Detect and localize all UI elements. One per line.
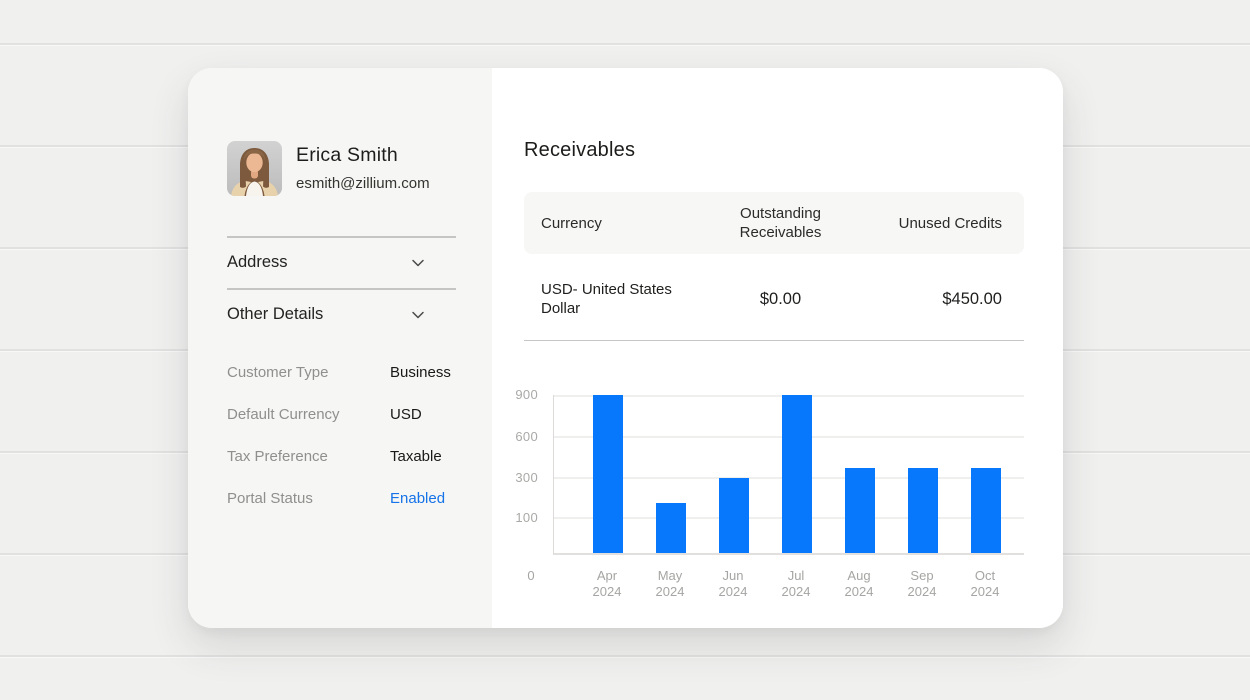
customer-profile: Erica Smith esmith@zillium.com	[227, 141, 430, 196]
detail-row-customer-type: Customer Type Business	[227, 351, 462, 393]
divider	[227, 236, 456, 238]
customer-name: Erica Smith	[296, 144, 398, 166]
chevron-down-icon	[410, 307, 426, 328]
section-address[interactable]: Address	[227, 237, 456, 288]
section-other-details[interactable]: Other Details	[227, 289, 456, 340]
customer-email: esmith@zillium.com	[296, 175, 430, 192]
detail-row-tax-preference: Tax Preference Taxable	[227, 435, 462, 477]
chart-origin-label: 0	[527, 568, 535, 583]
chart-bar-may-2024	[656, 502, 686, 553]
receivables-panel: Receivables Currency Outstanding Receiva…	[492, 68, 1063, 628]
column-header-outstanding: Outstanding Receivables	[739, 205, 822, 241]
x-tick-label: May 2024	[655, 568, 685, 599]
chart-x-axis-labels: Apr 2024 May 2024 Jun 2024 Jul 2024 Aug 2024 Sep 20…	[553, 568, 1023, 602]
chart-bar-jun-2024	[719, 477, 749, 553]
y-tick-label: 900	[515, 387, 538, 402]
detail-value-portal-status[interactable]: Enabled	[390, 489, 446, 507]
cell-currency: USD- United States Dollar	[541, 281, 672, 317]
x-tick-label: Sep 2024	[907, 568, 937, 599]
detail-label: Tax Preference	[227, 447, 328, 465]
chart-bar-oct-2024	[971, 467, 1001, 553]
other-details-list: Customer Type Business Default Currency …	[227, 351, 462, 519]
receivables-bar-chart	[553, 395, 1024, 555]
customer-summary-panel: Erica Smith esmith@zillium.com Address O…	[188, 68, 492, 628]
divider	[227, 288, 456, 290]
x-tick-label: Oct 2024	[970, 568, 1000, 599]
x-tick-label: Aug 2024	[844, 568, 874, 599]
y-tick-label: 100	[515, 509, 538, 525]
receivables-table-header: Currency Outstanding Receivables Unused …	[524, 192, 1024, 254]
detail-row-portal-status: Portal Status Enabled	[227, 477, 462, 519]
cell-unused-credits: $450.00	[942, 289, 1002, 308]
chart-bar-sep-2024	[908, 467, 938, 553]
detail-label: Portal Status	[227, 489, 313, 507]
detail-row-default-currency: Default Currency USD	[227, 393, 462, 435]
chart-y-axis-labels: 900 600 300 100	[498, 387, 544, 553]
detail-label: Customer Type	[227, 363, 329, 381]
y-tick-label: 600	[515, 429, 538, 445]
y-tick-label: 300	[515, 469, 538, 485]
avatar	[227, 141, 282, 196]
section-address-label: Address	[227, 253, 288, 271]
section-other-details-label: Other Details	[227, 305, 324, 323]
chart-bar-apr-2024	[593, 395, 623, 553]
chevron-down-icon	[410, 255, 426, 276]
column-header-currency: Currency	[541, 214, 602, 232]
divider	[524, 340, 1024, 341]
chart-bar-jul-2024	[782, 395, 812, 553]
x-tick-label: Jun 2024	[718, 568, 748, 599]
receivables-title: Receivables	[524, 139, 636, 161]
detail-value-default-currency: USD	[390, 405, 422, 423]
customer-card: Erica Smith esmith@zillium.com Address O…	[188, 68, 1063, 628]
receivables-table-row: USD- United States Dollar $0.00 $450.00	[524, 268, 1024, 330]
profile-text: Erica Smith esmith@zillium.com	[296, 141, 430, 196]
detail-value-customer-type: Business	[390, 363, 451, 381]
x-tick-label: Apr 2024	[592, 568, 622, 599]
detail-label: Default Currency	[227, 405, 340, 423]
cell-outstanding: $0.00	[759, 289, 802, 308]
detail-value-tax-preference: Taxable	[390, 447, 442, 465]
chart-bar-aug-2024	[845, 467, 875, 553]
x-tick-label: Jul 2024	[781, 568, 811, 599]
column-header-unused-credits: Unused Credits	[898, 214, 1002, 232]
